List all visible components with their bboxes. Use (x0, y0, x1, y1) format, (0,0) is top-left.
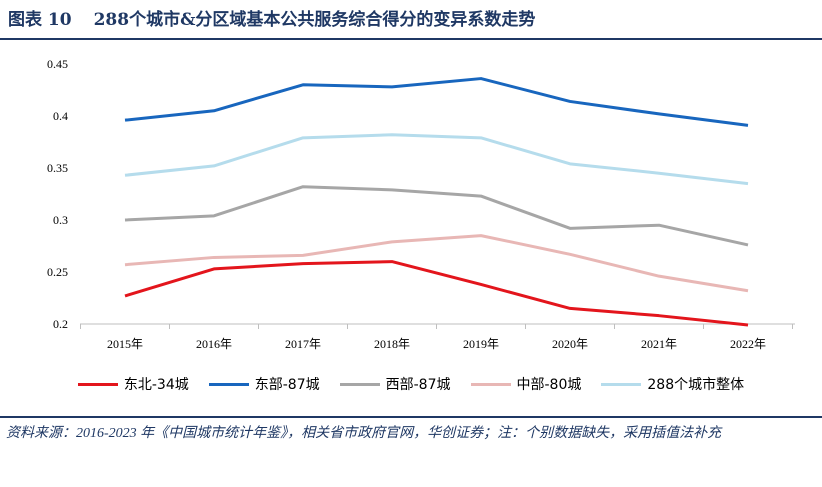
legend-item: 东北-34城 (77, 374, 189, 394)
y-tick-label: 0.2 (53, 317, 68, 331)
chart-legend: 东北-34城 东部-87城 西部-87城 中部-80城 288个城市整体 (0, 374, 822, 394)
figure-title-text: 288个城市&分区域基本公共服务综合得分的变异系数走势 (93, 10, 536, 30)
legend-label: 东北-34城 (123, 377, 189, 393)
x-tick-label: 2020年 (552, 337, 588, 351)
series-line-4 (124, 133, 749, 186)
y-tick-label: 0.4 (53, 109, 68, 123)
figure-title: 图表 10 288个城市&分区域基本公共服务综合得分的变异系数走势 (8, 5, 535, 30)
legend-item: 中部-80城 (470, 374, 582, 394)
x-tick-label: 2015年 (107, 337, 143, 351)
series-line-0 (124, 260, 749, 327)
legend-label: 西部-87城 (385, 377, 451, 393)
x-tick-label: 2016年 (196, 337, 232, 351)
figure-number: 图表 10 (8, 10, 72, 30)
series-line-1 (124, 77, 749, 127)
legend-item: 东部-87城 (208, 374, 320, 394)
source-note: 资料来源：2016-2023 年《中国城市统计年鉴》，相关省市政府官网，华创证券… (6, 426, 722, 441)
line-chart: 0.2 0.25 0.3 0.35 0.4 0.45 2015年 2016年 2017年 2018… (47, 57, 795, 351)
legend-swatch (470, 382, 511, 386)
series-line-2 (124, 185, 749, 247)
legend-item: 西部-87城 (339, 374, 451, 394)
x-tick-label: 2021年 (641, 337, 677, 351)
x-tick-label: 2017年 (285, 337, 321, 351)
y-tick-label: 0.3 (53, 213, 68, 227)
y-tick-label: 0.45 (47, 57, 68, 71)
series-line-3 (124, 234, 749, 293)
legend-item: 288个城市整体 (601, 374, 744, 394)
footer-rule (0, 416, 822, 418)
x-tick-label: 2018年 (374, 337, 410, 351)
legend-label: 中部-80城 (516, 377, 582, 393)
legend-swatch (339, 382, 380, 386)
legend-swatch (77, 382, 118, 386)
x-tick-label: 2019年 (463, 337, 499, 351)
legend-swatch (208, 382, 249, 386)
x-tick-label: 2022年 (730, 337, 766, 351)
y-tick-label: 0.35 (47, 161, 68, 175)
legend-label: 288个城市整体 (647, 377, 745, 393)
title-rule (0, 38, 822, 40)
y-tick-label: 0.25 (47, 265, 68, 279)
legend-swatch (601, 382, 642, 386)
legend-label: 东部-87城 (254, 377, 320, 393)
